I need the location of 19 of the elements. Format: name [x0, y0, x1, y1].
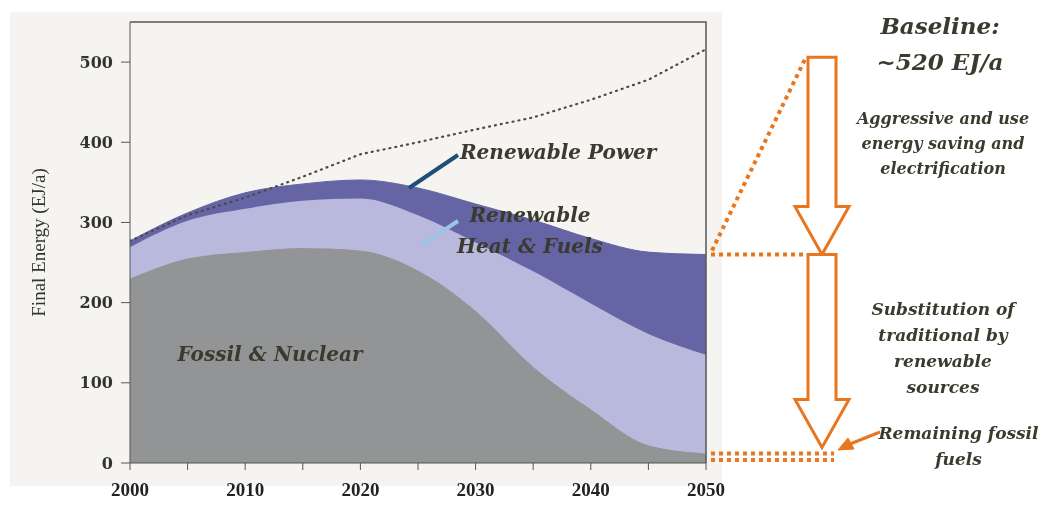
x-tick-label: 2020	[341, 479, 380, 501]
y-axis-title: Final Energy (EJ/a)	[27, 168, 50, 317]
x-tick-label: 2010	[226, 479, 265, 501]
text: Substitution of traditional by renewable sources	[871, 299, 1015, 397]
y-tick-label: 500	[79, 52, 113, 72]
x-tick-label: 2050	[687, 479, 725, 501]
y-tick-label: 100	[79, 373, 113, 393]
series-label: Fossil & Nuclear	[177, 342, 363, 366]
x-tick-label: 2000	[111, 479, 149, 501]
text: Remaining fossil fuels	[878, 423, 1039, 469]
text: Aggressive and use energy saving and electrification	[856, 109, 1030, 178]
y-tick-label: 300	[79, 213, 113, 233]
y-tick-label: 200	[79, 293, 113, 313]
y-tick-label: 0	[101, 453, 113, 473]
text: Baseline: ~520 EJ/a	[876, 12, 1004, 75]
series-label: Renewable Power	[460, 140, 657, 164]
y-tick-label: 400	[79, 132, 113, 152]
x-tick-label: 2030	[456, 479, 495, 501]
x-tick-label: 2040	[571, 479, 610, 501]
